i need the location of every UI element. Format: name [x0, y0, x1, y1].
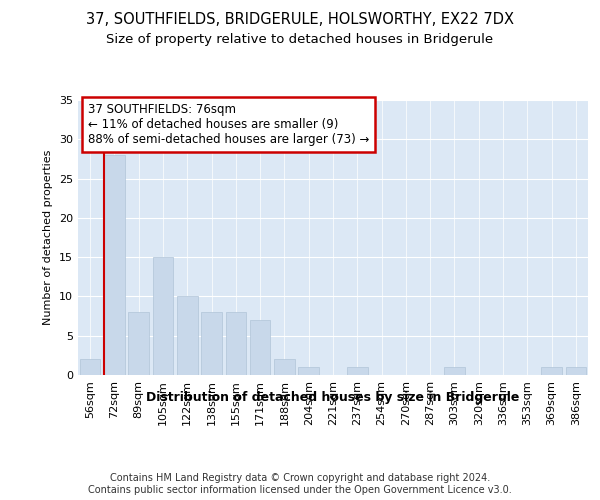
Bar	[80, 360, 100, 375]
Bar	[274, 360, 295, 375]
Bar	[566, 367, 586, 375]
Bar	[250, 320, 271, 375]
Bar	[347, 367, 368, 375]
Text: 37, SOUTHFIELDS, BRIDGERULE, HOLSWORTHY, EX22 7DX: 37, SOUTHFIELDS, BRIDGERULE, HOLSWORTHY,…	[86, 12, 514, 28]
Bar	[298, 367, 319, 375]
Bar	[444, 367, 465, 375]
Bar	[201, 312, 222, 375]
Bar	[541, 367, 562, 375]
Bar	[226, 312, 246, 375]
Text: Distribution of detached houses by size in Bridgerule: Distribution of detached houses by size …	[146, 391, 520, 404]
Bar	[104, 155, 125, 375]
Text: Contains HM Land Registry data © Crown copyright and database right 2024.
Contai: Contains HM Land Registry data © Crown c…	[88, 474, 512, 495]
Bar	[177, 296, 197, 375]
Text: Size of property relative to detached houses in Bridgerule: Size of property relative to detached ho…	[106, 32, 494, 46]
Text: 37 SOUTHFIELDS: 76sqm
← 11% of detached houses are smaller (9)
88% of semi-detac: 37 SOUTHFIELDS: 76sqm ← 11% of detached …	[88, 103, 370, 146]
Bar	[152, 257, 173, 375]
Y-axis label: Number of detached properties: Number of detached properties	[43, 150, 53, 325]
Bar	[128, 312, 149, 375]
